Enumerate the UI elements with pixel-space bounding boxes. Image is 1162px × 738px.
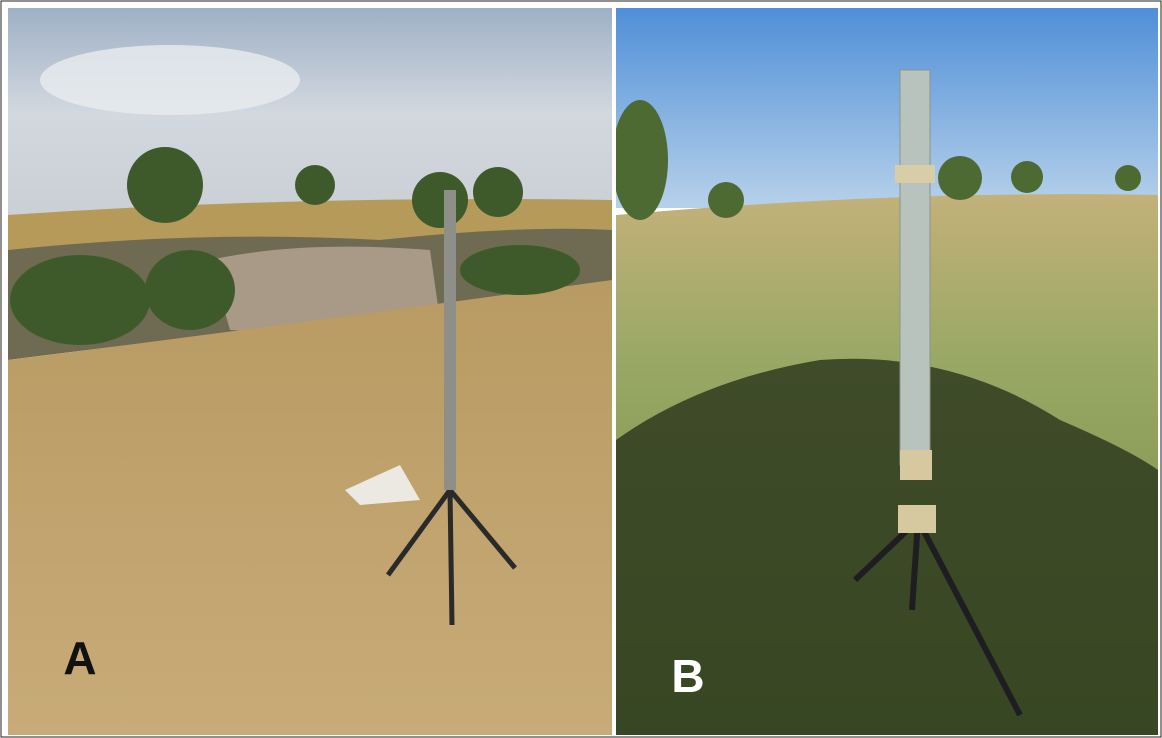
sky — [616, 8, 1158, 208]
panel-label: A — [63, 632, 96, 684]
photo-b: B — [612, 8, 1158, 735]
photo-a: A — [8, 8, 612, 735]
gauge-collar — [895, 165, 935, 183]
panel-label: B — [671, 650, 704, 702]
page: A B (() => { const data = JSON.parse(doc… — [0, 0, 1162, 738]
tripod-head — [898, 505, 936, 533]
rain-gauge — [900, 70, 930, 465]
figure: A B — [0, 0, 1162, 738]
cloud — [40, 45, 300, 115]
gauge-base — [900, 450, 932, 480]
rain-gauge — [444, 190, 456, 490]
